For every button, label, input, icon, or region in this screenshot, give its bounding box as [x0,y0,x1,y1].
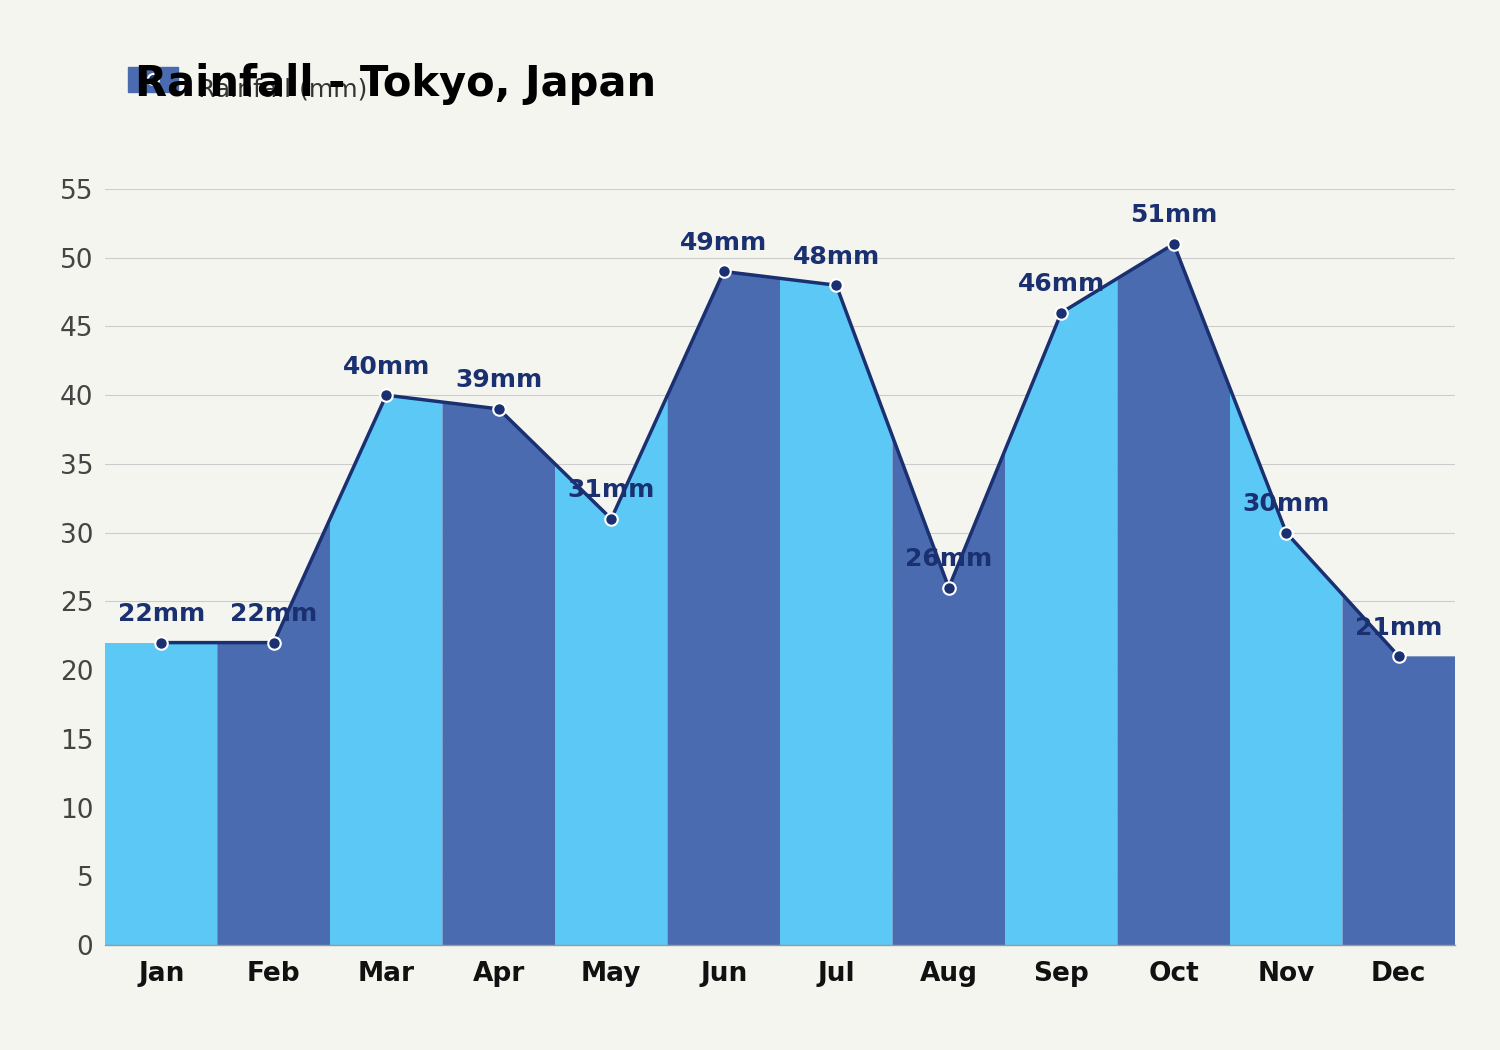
Polygon shape [1005,278,1118,945]
Polygon shape [555,395,668,945]
Text: 49mm: 49mm [680,231,768,255]
Polygon shape [330,395,442,945]
Text: Rainfall - Tokyo, Japan: Rainfall - Tokyo, Japan [135,63,656,105]
Polygon shape [892,437,1005,945]
Polygon shape [668,272,780,945]
Polygon shape [780,278,892,945]
Text: 46mm: 46mm [1017,272,1106,296]
Polygon shape [105,643,218,945]
Text: 22mm: 22mm [230,602,318,626]
Text: 39mm: 39mm [454,369,543,393]
Polygon shape [1118,244,1230,945]
Legend: Rainfall (mm): Rainfall (mm) [117,65,376,111]
Text: 40mm: 40mm [342,355,430,378]
Text: 21mm: 21mm [1354,615,1443,639]
Text: 51mm: 51mm [1130,204,1218,227]
Text: 22mm: 22mm [117,602,206,626]
Text: 26mm: 26mm [904,547,993,571]
Text: 48mm: 48mm [792,245,880,269]
Polygon shape [1230,388,1342,945]
Polygon shape [217,519,330,945]
Polygon shape [1342,594,1455,945]
Polygon shape [442,402,555,945]
Text: 31mm: 31mm [567,478,656,502]
Text: 30mm: 30mm [1242,492,1330,516]
